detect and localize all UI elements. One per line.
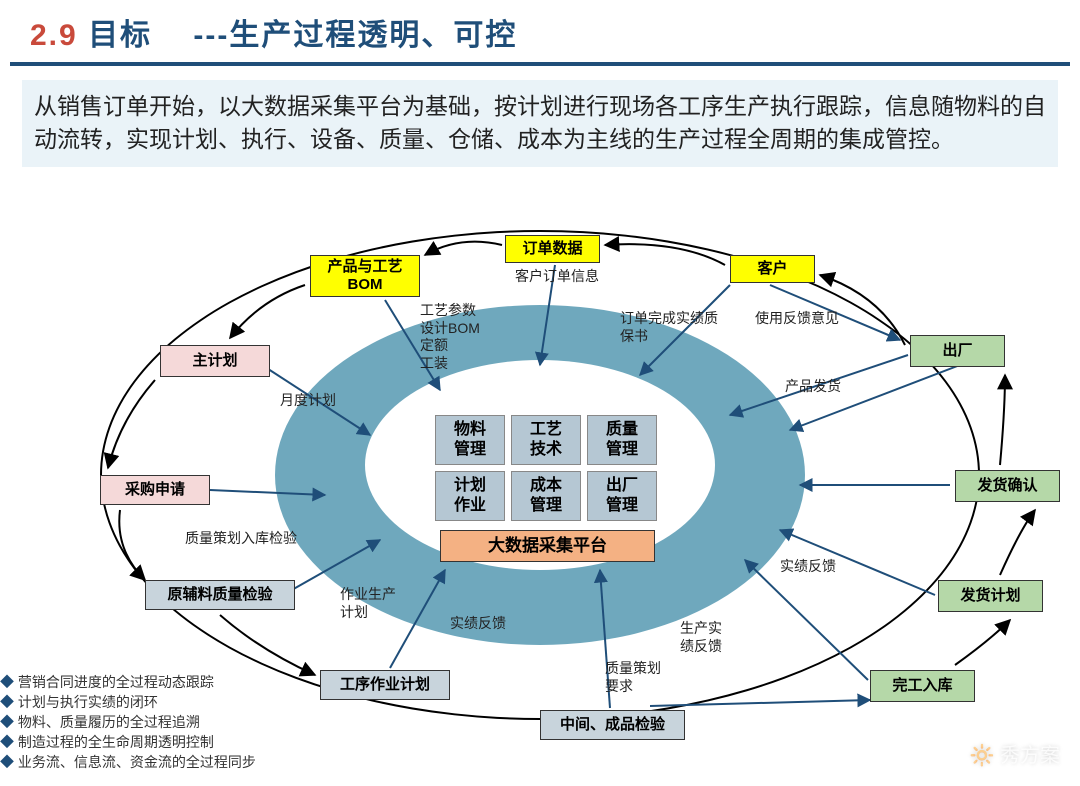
diagram: 订单数据客户出厂发货确认发货计划完工入库中间、成品检验 工序作业计划 原辅料质量检验… <box>0 220 1080 786</box>
title-label: 目标 <box>88 19 152 52</box>
bullet-item: 计划与执行实绩的闭环 <box>0 692 256 712</box>
title-bar: 2.9 目标 ---生产过程透明、可控 <box>0 0 1080 62</box>
node-purchase: 采购申请 <box>100 475 210 505</box>
label-a8: 作业生产 计划 <box>340 586 396 621</box>
node-order-data: 订单数据 <box>505 235 600 263</box>
node-product-bom: 产品与工艺 BOM <box>310 255 420 297</box>
core-cell-0-1: 工艺 技术 <box>511 415 581 465</box>
node-ship-confirm: 发货确认 <box>955 470 1060 502</box>
node-proc-plan: 工序作业计划 <box>320 670 450 700</box>
label-a9: 实绩反馈 <box>450 615 506 633</box>
label-a4: 产品发货 <box>785 378 841 396</box>
watermark: 🔆 秀方案 <box>970 739 1060 768</box>
core-cell-0-0: 物料 管理 <box>435 415 505 465</box>
node-main-plan: 主计划 <box>160 345 270 377</box>
core-cell-1-0: 计划 作业 <box>435 471 505 521</box>
bullet-item: 营销合同进度的全过程动态跟踪 <box>0 672 256 692</box>
page-title: 2.9 目标 ---生产过程透明、可控 <box>30 10 1050 54</box>
bullet-item: 制造过程的全生命周期透明控制 <box>0 732 256 752</box>
node-mid-inspect: 中间、成品检验 <box>540 710 685 740</box>
label-a3: 使用反馈意见 <box>755 310 839 328</box>
platform-box: 大数据采集平台 <box>440 530 655 562</box>
bullet-item: 业务流、信息流、资金流的全过程同步 <box>0 752 256 772</box>
label-a1: 客户订单信息 <box>515 268 599 286</box>
node-ship-plan: 发货计划 <box>938 580 1043 612</box>
title-rest: 生产过程透明、可控 <box>229 19 517 52</box>
bullet-list: 营销合同进度的全过程动态跟踪计划与执行实绩的闭环物料、质量履历的全过程追溯制造过… <box>0 672 256 772</box>
label-a2: 订单完成实绩质 保书 <box>620 310 718 345</box>
core-cell-0-2: 质量 管理 <box>587 415 657 465</box>
node-customer: 客户 <box>730 255 815 283</box>
node-complete-store: 完工入库 <box>870 670 975 702</box>
bullet-item: 物料、质量履历的全过程追溯 <box>0 712 256 732</box>
title-dash: --- <box>193 19 229 52</box>
title-rule <box>10 62 1070 66</box>
label-a12: 实绩反馈 <box>780 558 836 576</box>
core-cell-1-1: 成本 管理 <box>511 471 581 521</box>
title-number: 2.9 <box>30 19 78 52</box>
description-box: 从销售订单开始，以大数据采集平台为基础，按计划进行现场各工序生产执行跟踪，信息随… <box>22 80 1058 167</box>
label-a6: 月度计划 <box>280 392 336 410</box>
node-factory-out: 出厂 <box>910 335 1005 367</box>
label-a11: 生产实 绩反馈 <box>680 620 722 655</box>
label-a10: 质量策划 要求 <box>605 660 661 695</box>
description-text: 从销售订单开始，以大数据采集平台为基础，按计划进行现场各工序生产执行跟踪，信息随… <box>34 93 1046 152</box>
label-a7: 质量策划入库检验 <box>185 530 297 548</box>
core-cell-1-2: 出厂 管理 <box>587 471 657 521</box>
node-raw-inspect: 原辅料质量检验 <box>145 580 295 610</box>
label-a5: 工艺参数 设计BOM 定额 工装 <box>420 302 480 372</box>
